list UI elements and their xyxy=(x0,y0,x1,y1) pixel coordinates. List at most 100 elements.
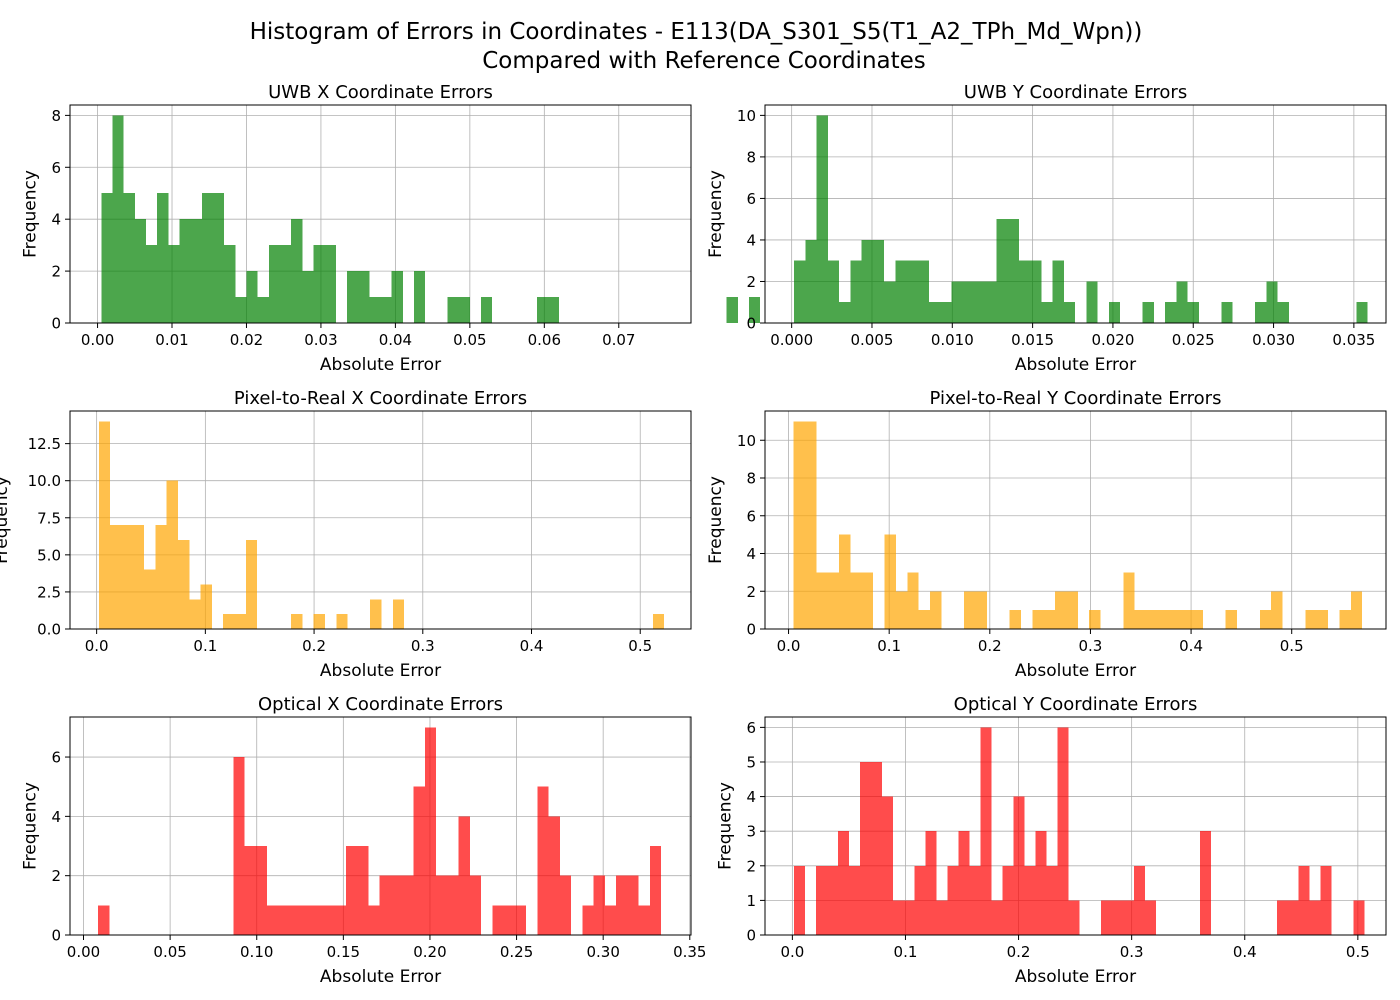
histogram-bar xyxy=(302,271,314,323)
histogram-bar xyxy=(390,875,403,935)
histogram-bar xyxy=(279,245,292,323)
histogram-bar xyxy=(827,572,840,629)
histogram-bar xyxy=(1123,572,1135,629)
histogram-bar xyxy=(652,614,665,629)
y-tick-label: 4 xyxy=(746,231,756,249)
histogram-bar xyxy=(458,297,470,323)
histogram-bar xyxy=(121,525,133,629)
histogram-bar xyxy=(458,816,470,935)
histogram-bar xyxy=(917,260,930,323)
histogram-bar xyxy=(358,271,370,323)
y-tick-label: 2 xyxy=(746,583,756,601)
axes-frame xyxy=(69,716,692,936)
histogram-bar xyxy=(1063,302,1076,323)
histogram-bar xyxy=(98,905,110,935)
x-tick-label: 0.020 xyxy=(1091,331,1134,349)
histogram-bar xyxy=(859,761,871,935)
histogram-bar xyxy=(903,900,915,935)
histogram-bar xyxy=(357,846,369,935)
histogram-bar xyxy=(991,900,1003,935)
histogram-bar xyxy=(985,281,997,323)
x-tick-label: 0.1 xyxy=(193,637,217,655)
x-tick-label: 0.3 xyxy=(1120,943,1144,961)
y-tick-label: 2 xyxy=(746,857,756,875)
histogram-bar xyxy=(638,905,650,935)
histogram-bar xyxy=(861,239,873,323)
y-axis-label: Frequency xyxy=(716,782,736,870)
y-tick-label: 4 xyxy=(746,788,756,806)
histogram-bar xyxy=(336,614,348,629)
histogram-bar xyxy=(168,245,180,323)
histogram-bar xyxy=(200,584,212,629)
histogram-bar xyxy=(973,281,986,323)
histogram-bar xyxy=(346,271,359,323)
histogram-bar xyxy=(110,525,122,629)
x-tick-label: 0.030 xyxy=(1252,331,1295,349)
histogram-bar xyxy=(1168,610,1181,629)
x-tick-label: 0.00 xyxy=(67,943,100,961)
histogram-bar xyxy=(234,614,246,629)
histogram-bar xyxy=(334,905,346,935)
histogram-bar xyxy=(368,905,380,935)
histogram-bar xyxy=(323,905,335,935)
x-axis-label: Absolute Error xyxy=(1015,355,1136,375)
histogram-bar xyxy=(559,875,572,935)
histogram-bar xyxy=(951,281,963,323)
histogram-bar xyxy=(1298,865,1310,935)
histogram-bar xyxy=(1007,219,1019,323)
histogram-bar xyxy=(996,219,1008,323)
histogram-bar xyxy=(1068,900,1080,935)
histogram-bar xyxy=(850,260,862,323)
histogram-bar xyxy=(391,271,403,323)
histogram-bar xyxy=(345,846,358,935)
histogram-bar xyxy=(872,239,885,323)
x-tick-label: 0.4 xyxy=(1179,637,1203,655)
y-tick-label: 2 xyxy=(51,867,61,885)
x-tick-label: 0.30 xyxy=(586,943,619,961)
histogram-bar xyxy=(291,219,303,323)
histogram-bar xyxy=(793,421,805,629)
y-tick-label: 6 xyxy=(746,190,756,208)
histogram-bar xyxy=(324,245,336,323)
histogram-bar xyxy=(233,757,245,935)
y-tick-label: 2 xyxy=(51,263,61,281)
histogram-bar xyxy=(1287,900,1299,935)
x-tick-label: 0.10 xyxy=(240,943,273,961)
histogram-bar xyxy=(134,219,146,323)
histogram-bar xyxy=(1057,727,1069,935)
x-axis-label: Absolute Error xyxy=(320,967,441,987)
axes-frame xyxy=(764,410,1387,630)
y-tick-label: 4 xyxy=(746,545,756,563)
histogram-bar xyxy=(157,193,169,323)
histogram-bar xyxy=(536,297,549,323)
histogram-bar xyxy=(870,761,882,935)
y-axis-label: Frequency xyxy=(21,782,41,870)
y-tick-label: 12.5 xyxy=(28,435,61,453)
x-tick-label: 0.00 xyxy=(81,331,114,349)
histogram-bar xyxy=(1305,610,1317,629)
y-tick-label: 10 xyxy=(737,432,756,450)
histogram-bar xyxy=(1176,281,1188,323)
histogram-bar xyxy=(402,875,414,935)
y-tick-label: 4 xyxy=(51,808,61,826)
y-tick-label: 0 xyxy=(746,621,756,639)
histogram-bar xyxy=(255,846,268,935)
histogram-bar xyxy=(1271,591,1283,629)
x-tick-label: 0.02 xyxy=(230,331,263,349)
histogram-bar xyxy=(881,796,893,935)
histogram-bar xyxy=(447,875,459,935)
histogram-bar xyxy=(749,297,761,323)
histogram-bar xyxy=(447,297,459,323)
x-tick-label: 0.20 xyxy=(413,943,446,961)
x-tick-label: 0.000 xyxy=(770,331,813,349)
x-tick-label: 0.025 xyxy=(1172,331,1215,349)
x-tick-label: 0.07 xyxy=(602,331,635,349)
y-tick-label: 6 xyxy=(746,507,756,525)
histogram-bar xyxy=(1123,900,1135,935)
histogram-bar xyxy=(1199,831,1211,935)
x-tick-label: 0.0 xyxy=(777,637,801,655)
histogram-bar xyxy=(244,846,256,935)
x-tick-label: 0.04 xyxy=(379,331,412,349)
y-tick-label: 8 xyxy=(746,148,756,166)
